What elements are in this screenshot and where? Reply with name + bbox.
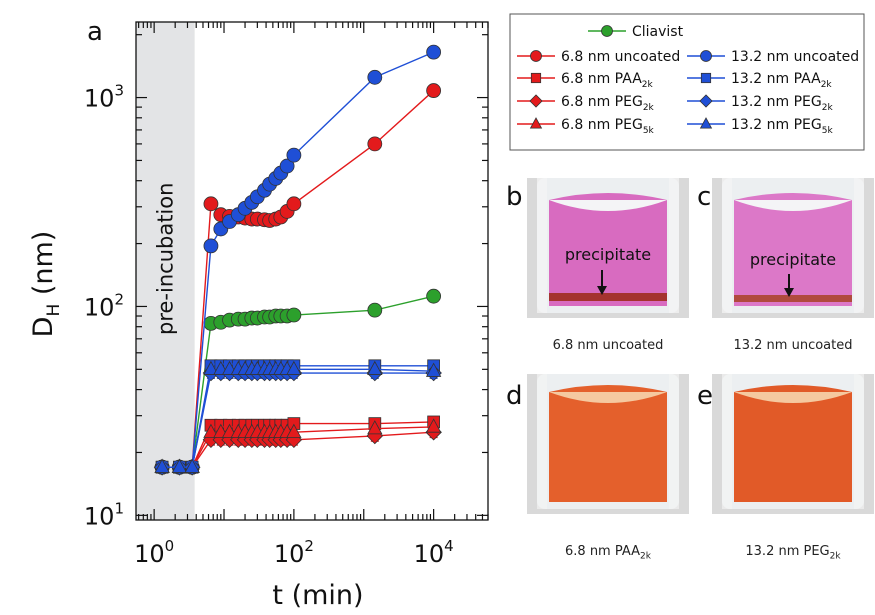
y-tick-label: 101 (84, 499, 124, 530)
x-tick-label: 104 (414, 537, 454, 568)
legend-entry-8: 13.2 nm PEG5k (687, 117, 833, 136)
y-tick-label: 103 (84, 82, 124, 113)
data-point (700, 50, 712, 62)
data-point (171, 458, 188, 473)
legend-label: Cliavist (632, 24, 684, 40)
caption-b: 6.8 nm uncoated (552, 338, 664, 353)
data-point (203, 423, 219, 438)
series-8 (154, 360, 442, 474)
data-point (367, 360, 383, 375)
data-point (279, 158, 295, 174)
legend-label: 13.2 nm uncoated (731, 49, 859, 65)
data-point (367, 136, 383, 152)
series-line (162, 51, 434, 468)
data-point (426, 44, 442, 60)
data-point (286, 147, 302, 163)
data-point (425, 418, 442, 433)
panel-letter-c: c (697, 182, 712, 212)
cuvette-photo-d (527, 374, 689, 514)
legend-entry-7: 6.8 nm PEG5k (517, 117, 655, 136)
data-point (426, 83, 442, 98)
caption-e: 13.2 nm PEG2k (745, 544, 841, 562)
legend-label: 6.8 nm PEG2k (561, 94, 655, 113)
data-point (529, 94, 543, 108)
data-point (529, 117, 543, 129)
data-point (154, 458, 170, 473)
caption-c: 13.2 nm uncoated (733, 338, 853, 353)
precipitate-label-b: precipitate (564, 245, 652, 264)
legend-entry-4: 13.2 nm PAA2k (687, 71, 832, 90)
data-point (426, 288, 442, 304)
cuvette-photo-b (527, 178, 689, 318)
legend-entry-0: Cliavist (588, 24, 684, 40)
panel-letter-e: e (697, 381, 713, 411)
data-point (700, 72, 712, 84)
legend-label: 6.8 nm PEG5k (561, 117, 655, 136)
x-tick-label: 100 (134, 537, 174, 568)
data-point (699, 117, 713, 129)
panel-letter-d: d (506, 381, 523, 411)
x-axis-label: t (min) (272, 580, 363, 611)
cuvette-photo-c (712, 178, 874, 318)
pre-incubation-label: pre-incubation (153, 183, 177, 335)
data-point (286, 196, 302, 212)
legend-box (509, 13, 865, 151)
panel-letter-a: a (87, 17, 103, 47)
precipitate-label-c: precipitate (749, 250, 837, 269)
y-axis-label: DH (nm) (28, 231, 64, 338)
data-point (286, 423, 302, 438)
legend-entry-5: 6.8 nm PEG2k (517, 94, 655, 113)
legend-entry-3: 6.8 nm PAA2k (517, 71, 654, 90)
cuvette-photo-e (712, 374, 874, 514)
series-2 (154, 44, 442, 475)
data-point (425, 362, 442, 377)
data-point (286, 307, 302, 323)
data-point (601, 25, 613, 37)
data-point (184, 458, 200, 473)
data-point (530, 50, 542, 62)
legend-label: 6.8 nm PAA2k (561, 71, 654, 90)
legend-label: 13.2 nm PEG5k (731, 117, 833, 136)
legend: Cliavist 6.8 nm uncoated 13.2 nm uncoated 6… (509, 13, 865, 151)
legend-entry-6: 13.2 nm PEG2k (687, 94, 833, 113)
legend-label: 13.2 nm PEG2k (731, 94, 833, 113)
data-point (699, 94, 713, 108)
data-point (367, 420, 383, 435)
data-point (203, 238, 219, 254)
plot-frame (135, 21, 489, 521)
data-point (367, 69, 383, 85)
caption-d: 6.8 nm PAA2k (565, 544, 651, 562)
panel-letter-b: b (506, 182, 523, 212)
pre-incubation-region (136, 22, 195, 520)
legend-label: 13.2 nm PAA2k (731, 71, 832, 90)
legend-label: 6.8 nm uncoated (561, 49, 680, 65)
data-point (367, 302, 383, 318)
data-point (203, 196, 219, 212)
series-1 (154, 83, 442, 475)
x-tick-label: 102 (274, 537, 314, 568)
data-point (203, 360, 219, 375)
y-tick-label: 102 (84, 290, 124, 321)
legend-entry-2: 13.2 nm uncoated (687, 49, 859, 65)
data-point (530, 72, 542, 84)
legend-entry-1: 6.8 nm uncoated (517, 49, 680, 65)
data-point (286, 360, 302, 375)
